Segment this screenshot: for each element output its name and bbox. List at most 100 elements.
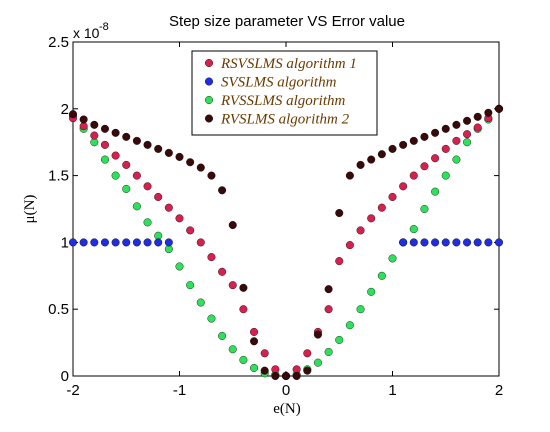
- data-points: [68, 104, 504, 381]
- data-point-series-3: [313, 330, 322, 339]
- data-point-series-1: [431, 238, 440, 247]
- data-point-series-2: [313, 358, 322, 367]
- legend-label: RVSLMS algorithm 2: [220, 112, 350, 128]
- data-point-series-2: [239, 355, 248, 364]
- data-point-series-0: [399, 182, 408, 191]
- data-point-series-0: [90, 131, 99, 140]
- data-point-series-1: [122, 238, 131, 247]
- data-point-series-2: [132, 202, 141, 211]
- data-point-series-2: [452, 155, 461, 164]
- data-point-series-0: [303, 349, 312, 358]
- legend-marker: [204, 77, 213, 86]
- data-point-series-3: [260, 366, 269, 375]
- y-exponent-base: x 10: [73, 25, 100, 41]
- data-point-series-3: [377, 150, 386, 159]
- y-tick-label: 2.5: [48, 34, 69, 51]
- data-point-series-0: [441, 144, 450, 153]
- data-point-series-2: [431, 187, 440, 196]
- data-point-series-3: [228, 221, 237, 230]
- data-point-series-3: [473, 112, 482, 121]
- data-point-series-3: [164, 148, 173, 157]
- data-point-series-3: [68, 110, 77, 119]
- data-point-series-2: [441, 171, 450, 180]
- data-point-series-0: [154, 192, 163, 201]
- data-point-series-3: [399, 140, 408, 149]
- x-tick-label: -2: [66, 382, 79, 399]
- data-point-series-0: [218, 267, 227, 276]
- data-point-series-3: [143, 140, 152, 149]
- data-point-series-3: [186, 158, 195, 167]
- data-point-series-1: [100, 238, 109, 247]
- data-point-series-0: [196, 238, 205, 247]
- legend-marker: [204, 95, 213, 104]
- data-point-series-3: [324, 285, 333, 294]
- x-tick-label: 0: [282, 382, 290, 399]
- data-point-series-2: [356, 305, 365, 314]
- data-point-series-2: [388, 254, 397, 263]
- data-point-series-0: [452, 136, 461, 145]
- data-point-series-0: [79, 122, 88, 131]
- y-tick-label: 0.5: [48, 301, 69, 318]
- data-point-series-3: [100, 124, 109, 133]
- data-point-series-3: [207, 171, 216, 180]
- data-point-series-3: [218, 186, 227, 195]
- data-point-series-3: [335, 209, 344, 218]
- data-point-series-1: [495, 238, 504, 247]
- data-point-series-3: [282, 372, 291, 381]
- data-point-series-3: [292, 372, 301, 381]
- data-point-series-0: [335, 257, 344, 266]
- y-tick-label: 0: [61, 368, 69, 385]
- data-point-series-0: [164, 203, 173, 212]
- data-point-series-1: [399, 238, 408, 247]
- data-point-series-3: [388, 144, 397, 153]
- data-point-series-3: [452, 120, 461, 129]
- data-point-series-0: [356, 226, 365, 235]
- legend-label: SVSLMS algorithm: [221, 75, 337, 91]
- data-point-series-2: [218, 331, 227, 340]
- y-tick-label: 1.5: [48, 168, 69, 185]
- data-point-series-3: [175, 152, 184, 161]
- data-point-series-2: [377, 271, 386, 280]
- data-point-series-2: [207, 314, 216, 323]
- data-point-series-0: [100, 140, 109, 149]
- data-point-series-2: [143, 218, 152, 227]
- data-point-series-1: [164, 238, 173, 247]
- data-point-series-0: [409, 171, 418, 180]
- data-point-series-1: [111, 238, 120, 247]
- data-point-series-3: [154, 144, 163, 153]
- data-point-series-2: [335, 335, 344, 344]
- data-point-series-3: [484, 108, 493, 117]
- data-point-series-1: [90, 238, 99, 247]
- data-point-series-2: [186, 281, 195, 290]
- legend-label: RSVSLMS algorithm 1: [220, 56, 357, 72]
- data-point-series-1: [473, 238, 482, 247]
- data-point-series-3: [271, 372, 280, 381]
- data-point-series-2: [175, 262, 184, 271]
- data-point-series-0: [132, 171, 141, 180]
- data-point-series-1: [68, 238, 77, 247]
- data-point-series-2: [324, 347, 333, 356]
- data-point-series-3: [441, 124, 450, 133]
- data-point-series-2: [111, 171, 120, 180]
- legend-box: [191, 50, 378, 136]
- data-point-series-0: [473, 123, 482, 132]
- data-point-series-3: [345, 171, 354, 180]
- data-point-series-2: [90, 138, 99, 147]
- data-point-series-0: [260, 349, 269, 358]
- legend: RSVSLMS algorithm 1 SVSLMS algorithm RVSSL…: [191, 50, 378, 136]
- data-point-series-2: [367, 287, 376, 296]
- data-point-series-3: [463, 116, 472, 125]
- data-point-series-1: [409, 238, 418, 247]
- data-point-series-3: [431, 128, 440, 137]
- data-point-series-2: [100, 155, 109, 164]
- legend-marker: [204, 59, 213, 68]
- data-point-series-0: [111, 151, 120, 160]
- data-point-series-1: [154, 238, 163, 247]
- data-point-series-0: [271, 365, 280, 374]
- data-point-series-2: [164, 245, 173, 254]
- y-tick-label: 1: [61, 234, 69, 251]
- data-point-series-1: [441, 238, 450, 247]
- legend-label: RVSSLMS algorithm: [220, 93, 345, 109]
- data-point-series-0: [431, 154, 440, 163]
